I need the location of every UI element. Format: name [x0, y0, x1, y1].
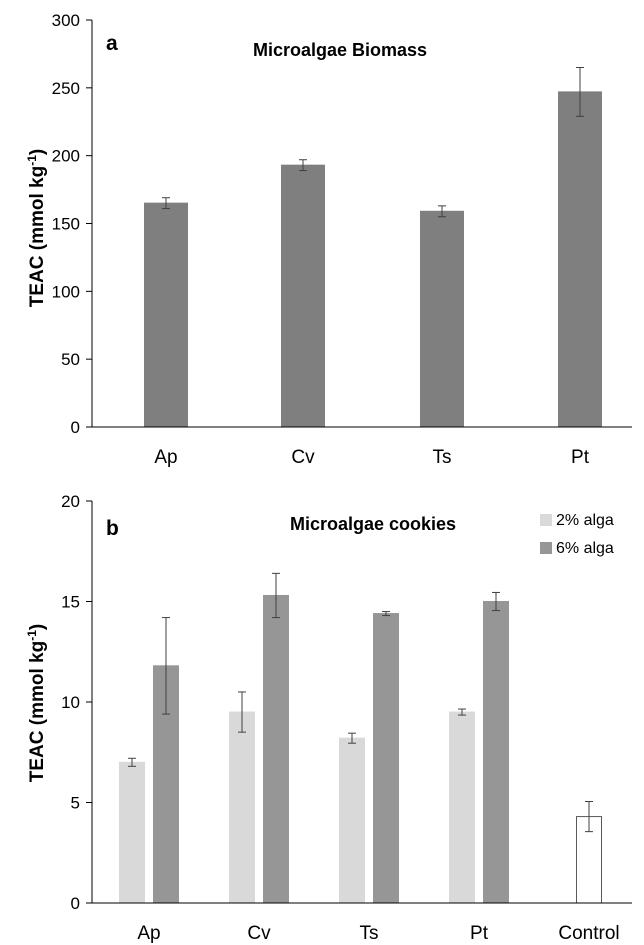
chart-b-error-bars: [128, 572, 593, 833]
chart-b: b Microalgae cookies TEAC (mmol kg-1) 0 5…: [25, 492, 632, 944]
chart-b-y-axis-title-main: TEAC (mmol kg: [27, 641, 48, 782]
chart-a: a Microalgae Biomass TEAC (mmol kg-1) 0 5…: [25, 11, 632, 468]
chart-a-y-axis-title-end: ): [27, 149, 48, 155]
chart-b-title: Microalgae cookies: [290, 514, 456, 534]
chart-b-bar: [119, 761, 145, 904]
chart-b-y-tick-label: 15: [61, 593, 80, 612]
chart-b-x-label: Pt: [470, 923, 489, 944]
chart-a-bar: [558, 91, 602, 428]
chart-b-x-label: Ts: [360, 923, 379, 944]
chart-b-y-axis-title: TEAC (mmol kg-1): [25, 624, 48, 782]
chart-a-x-labels: Ap Cv Ts Pt: [154, 447, 589, 468]
chart-a-y-axis-title-sup: -1: [25, 155, 39, 166]
chart-b-bar: [449, 711, 475, 904]
chart-a-x-label: Cv: [291, 447, 315, 468]
chart-b-bar: [229, 711, 255, 904]
chart-a-y-axis-title: TEAC (mmol kg-1): [25, 149, 48, 307]
chart-a-y-tick-label: 50: [61, 350, 80, 369]
chart-a-y-tick-label: 0: [71, 418, 80, 437]
chart-b-y-tick-label: 20: [61, 492, 80, 511]
chart-a-y-tick-label: 200: [52, 147, 80, 166]
chart-b-y-tick-label: 5: [71, 794, 80, 813]
chart-a-bars: [144, 91, 602, 428]
chart-a-x-label: Pt: [571, 447, 590, 468]
chart-b-x-label: Ap: [137, 923, 160, 944]
chart-b-legend: 2% alga 6% alga: [540, 512, 614, 557]
chart-a-x-label: Ap: [154, 447, 177, 468]
chart-a-y-tick-label: 100: [52, 282, 80, 301]
chart-b-y-ticks: 0 5 10 15 20: [61, 492, 92, 913]
chart-b-bar: [339, 737, 365, 904]
chart-a-y-tick-label: 300: [52, 11, 80, 30]
chart-a-bar: [281, 164, 325, 428]
chart-a-y-tick-label: 150: [52, 215, 80, 234]
chart-b-bar: [373, 613, 399, 904]
chart-a-y-axis-title-main: TEAC (mmol kg: [27, 166, 48, 307]
chart-a-y-ticks: 0 50 100 150 200 250 300: [52, 11, 92, 437]
chart-b-legend-swatch: [540, 514, 552, 526]
chart-a-error-bars: [162, 66, 584, 218]
chart-a-panel-letter: a: [106, 32, 118, 55]
chart-b-bar: [263, 594, 289, 904]
chart-b-y-axis-title-end: ): [27, 624, 48, 630]
chart-b-y-tick-label: 0: [71, 894, 80, 913]
chart-b-x-labels: Ap Cv Ts Pt Control: [137, 923, 619, 944]
chart-b-y-axis-title-sup: -1: [25, 630, 39, 641]
chart-a-y-tick-label: 250: [52, 79, 80, 98]
chart-a-x-label: Ts: [433, 447, 452, 468]
chart-b-legend-swatch: [540, 542, 552, 554]
chart-b-x-label: Control: [558, 923, 619, 944]
chart-a-bar: [420, 210, 464, 428]
chart-b-y-tick-label: 10: [61, 693, 80, 712]
chart-b-bars: [119, 594, 602, 904]
chart-b-legend-label: 2% alga: [556, 512, 614, 529]
chart-b-bar: [483, 601, 509, 904]
chart-b-legend-label: 6% alga: [556, 540, 614, 557]
chart-b-panel-letter: b: [106, 517, 119, 540]
chart-a-title: Microalgae Biomass: [253, 40, 427, 60]
chart-b-x-label: Cv: [247, 923, 271, 944]
chart-a-bar: [144, 202, 188, 428]
